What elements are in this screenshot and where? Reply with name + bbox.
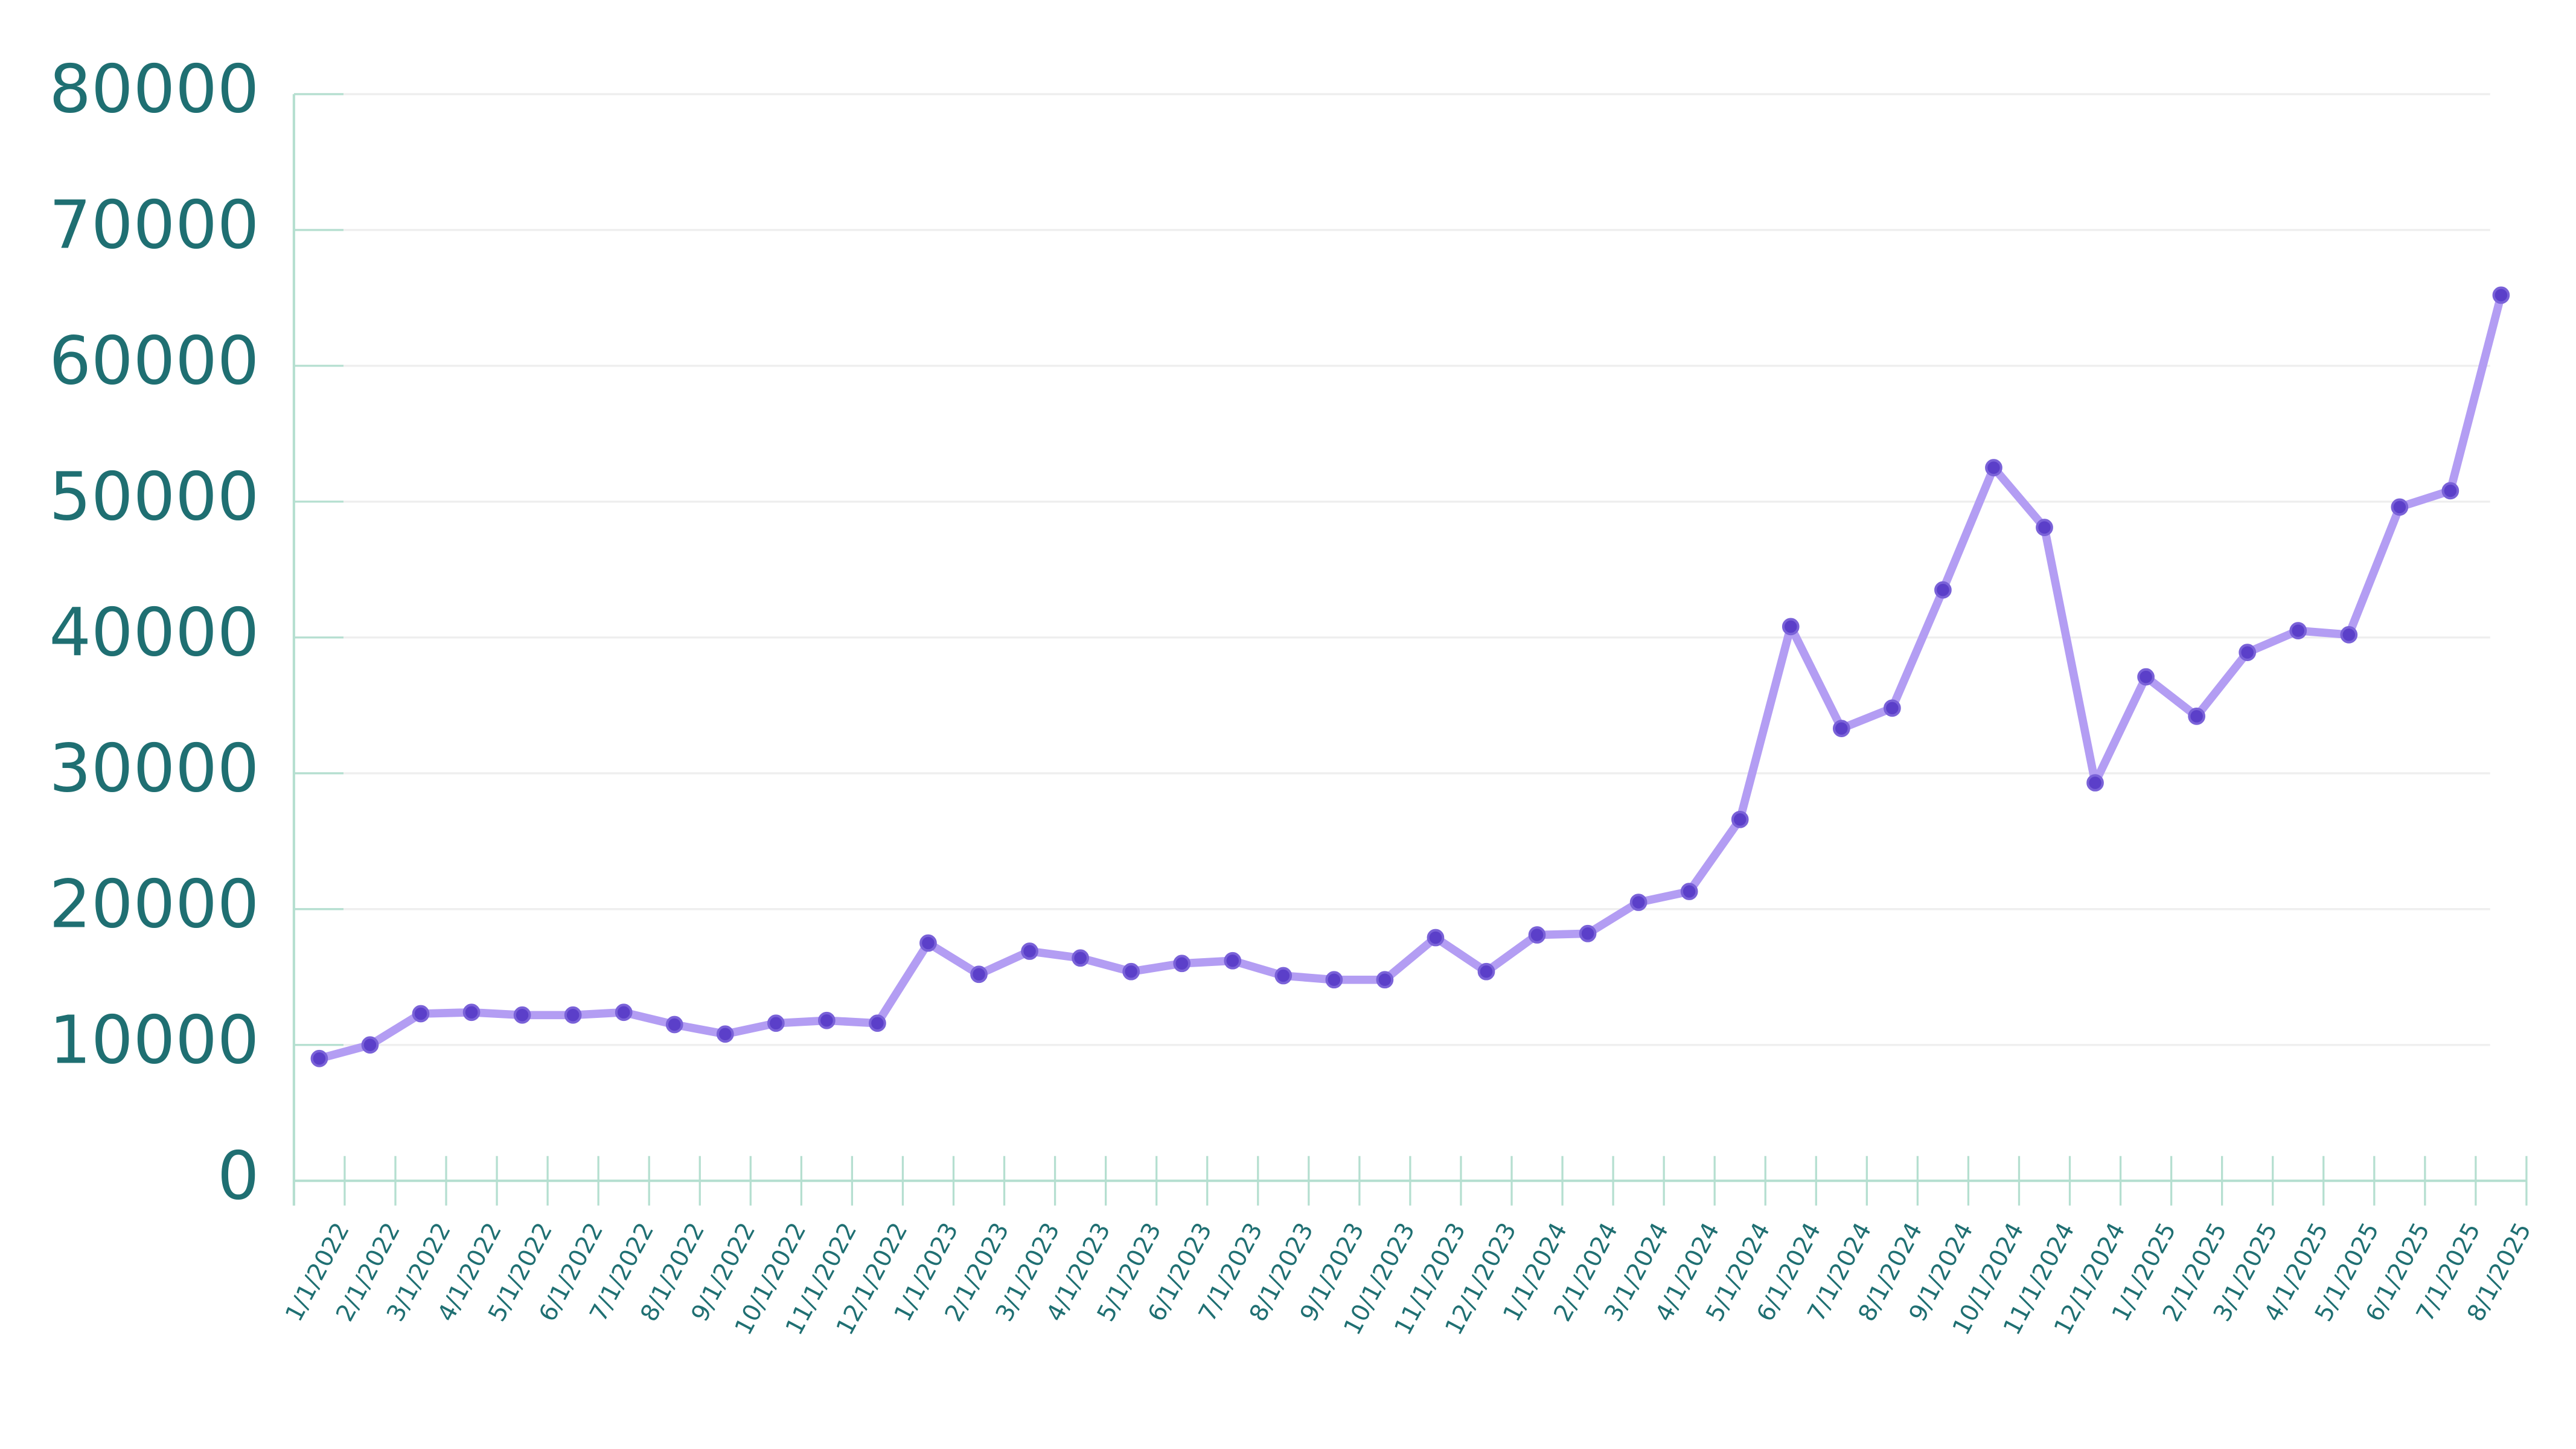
marker <box>1629 894 1648 911</box>
marker <box>1376 971 1394 989</box>
marker <box>513 1006 531 1024</box>
marker <box>1985 459 2002 476</box>
marker <box>564 1006 582 1024</box>
marker <box>1274 967 1293 985</box>
marker <box>1579 924 1597 942</box>
marker <box>2391 498 2409 516</box>
marker <box>1325 971 1343 989</box>
marker <box>1528 926 1546 944</box>
marker <box>1782 618 1800 636</box>
marker <box>1934 581 1952 599</box>
y-tick-label: 30000 <box>49 730 259 807</box>
marker <box>970 965 988 984</box>
marker <box>462 1003 481 1022</box>
marker <box>767 1014 785 1032</box>
marker <box>2239 644 2257 661</box>
marker <box>310 1049 328 1067</box>
marker <box>2289 622 2307 639</box>
marker <box>2340 625 2358 644</box>
marker <box>1072 949 1089 967</box>
marker <box>665 1016 683 1034</box>
y-tick-label: 10000 <box>49 1002 259 1079</box>
marker <box>2441 482 2459 500</box>
y-tick-label: 70000 <box>49 187 259 264</box>
marker <box>1427 929 1445 947</box>
marker <box>1731 810 1749 828</box>
marker <box>361 1036 379 1054</box>
marker <box>2188 707 2205 725</box>
line <box>315 291 2505 1063</box>
marker <box>1224 952 1242 970</box>
marker <box>919 934 937 952</box>
y-tick-label: 50000 <box>49 458 259 536</box>
marker <box>2036 519 2053 536</box>
marker <box>2137 668 2155 686</box>
marker <box>818 1011 836 1029</box>
marker <box>1680 883 1698 900</box>
marker <box>1832 720 1850 737</box>
marker <box>869 1014 886 1032</box>
y-tick-label: 40000 <box>49 594 259 671</box>
marker <box>412 1005 430 1023</box>
y-tick-label: 20000 <box>49 866 259 943</box>
marker <box>2086 774 2104 792</box>
y-tick-label: 0 <box>217 1137 260 1215</box>
marker <box>1122 962 1140 980</box>
marker <box>716 1025 734 1043</box>
marker <box>2492 286 2510 304</box>
marker <box>1021 942 1038 960</box>
marker <box>1477 962 1495 980</box>
y-tick-label: 60000 <box>49 322 259 400</box>
marker <box>1883 699 1901 717</box>
marker <box>615 1003 633 1022</box>
y-tick-label: 80000 <box>49 51 259 128</box>
marker <box>1173 955 1191 973</box>
